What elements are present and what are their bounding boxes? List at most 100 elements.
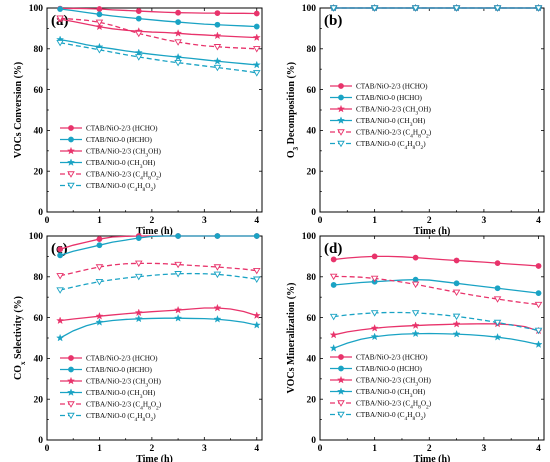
series-line <box>59 317 257 339</box>
data-point <box>370 332 379 341</box>
series-line <box>59 235 257 257</box>
data-point <box>56 287 64 294</box>
data-point <box>213 57 222 65</box>
data-point <box>57 246 64 253</box>
legend-label: CTBA/NiO-2/3 (CH3OH) <box>356 377 431 388</box>
data-point <box>411 329 420 338</box>
panel-3: 0 20 40 60 80 100 0 1 2 3 4 Time (h) COx Selectivity… <box>13 232 263 462</box>
legend-label: CTAB/NiO-0 (HCHO) <box>356 365 423 373</box>
data-point <box>134 314 143 323</box>
data-point <box>493 296 502 303</box>
x-axis-title: Time (h) <box>414 454 451 462</box>
data-point <box>493 319 502 327</box>
y-tick-label: 0 <box>38 436 43 446</box>
legend-marker <box>67 401 75 408</box>
data-point <box>493 333 502 341</box>
data-point <box>214 233 221 239</box>
series-4 <box>56 314 261 342</box>
series-line <box>59 42 257 74</box>
legend-label: CTAB/NiO-2/3 (HCHO) <box>356 354 428 362</box>
legend-marker <box>337 411 345 419</box>
series-line <box>333 332 539 349</box>
data-point <box>95 19 104 27</box>
y-tick-label: 60 <box>307 86 317 96</box>
legend-marker <box>337 140 345 148</box>
data-point <box>534 327 543 335</box>
data-point <box>412 276 419 283</box>
x-tick-label: 2 <box>427 216 432 226</box>
y-tick-label: 40 <box>307 127 317 137</box>
x-tick-label: 3 <box>482 444 487 454</box>
data-point <box>252 276 261 283</box>
legend-marker <box>67 182 75 190</box>
plot-frame <box>319 7 545 213</box>
series-6 <box>329 5 543 12</box>
series-line <box>333 275 539 306</box>
data-point <box>213 64 222 72</box>
legend-label: CTBA/NiO-2/3 (C4H8O2) <box>86 401 162 412</box>
legend-label: CTAB/NiO-0 (HCHO) <box>86 366 153 374</box>
panel-label: (d) <box>324 241 342 257</box>
data-point <box>534 5 543 12</box>
data-point <box>329 330 338 339</box>
x-tick-label: 2 <box>150 216 155 226</box>
legend-label: CTBA/NiO-0 (CH3OH) <box>356 388 426 399</box>
series-5 <box>56 260 261 280</box>
legend-label: CTBA/NiO-2/3 (C4H8O2) <box>356 129 432 140</box>
legend-marker <box>337 375 345 384</box>
x-tick-label: 1 <box>372 444 377 454</box>
legend-marker <box>338 94 344 101</box>
series-line <box>60 307 257 322</box>
x-axis-title: Time (h) <box>136 454 173 462</box>
data-point <box>95 47 104 54</box>
data-point <box>95 22 104 31</box>
y-tick-label: 100 <box>29 232 44 242</box>
y-axis-title: VOCs Mineralization (%) <box>286 283 297 394</box>
x-tick-label: 3 <box>202 444 207 454</box>
x-tick-label: 4 <box>254 216 259 226</box>
legend: CTAB/NiO-2/3 (HCHO) CTAB/NiO-0 (HCHO) CTBA… <box>330 83 432 151</box>
data-point <box>534 340 543 348</box>
legend-marker <box>337 400 345 407</box>
legend-marker <box>68 366 74 373</box>
legend-label: CTBA/NiO-0 (C4H8O2) <box>86 412 156 423</box>
data-point <box>330 282 337 288</box>
x-tick-label: 2 <box>150 444 155 454</box>
data-point <box>329 5 338 12</box>
legend-marker <box>68 355 74 361</box>
data-point <box>453 257 460 264</box>
y-tick-label: 80 <box>307 273 317 283</box>
data-point <box>535 263 542 269</box>
legend-marker <box>338 354 344 360</box>
x-tick-label: 4 <box>536 216 541 226</box>
legend-label: CTBA/NiO-0 (C4H8O2) <box>86 182 156 193</box>
data-point <box>56 316 65 325</box>
legend-label: CTBA/NiO-0 (C4H8O2) <box>356 411 426 422</box>
data-point <box>134 48 143 57</box>
data-point <box>253 10 260 17</box>
x-tick-label: 4 <box>254 444 259 454</box>
data-point <box>329 273 338 281</box>
data-point <box>213 44 222 51</box>
data-point <box>452 319 461 328</box>
y-axis-title: COx Selectivity (%) <box>13 296 27 380</box>
data-point <box>213 303 222 312</box>
legend-label: CTBA/NiO-0 (CH3OH) <box>356 117 426 128</box>
y-axis-title: O3 Decomposition (%) <box>286 62 300 158</box>
legend-marker <box>67 146 75 155</box>
data-point <box>370 324 379 332</box>
legend-marker <box>337 129 345 136</box>
series-line <box>60 8 257 28</box>
y-axis-title: VOCs Conversion (%) <box>13 62 24 158</box>
x-tick-label: 1 <box>97 444 102 454</box>
legend-marker <box>67 412 75 420</box>
legend-label: CTBA/NiO-0 (CH3OH) <box>86 389 156 400</box>
series-line <box>60 17 257 50</box>
data-point <box>252 70 261 77</box>
series-4 <box>329 329 543 352</box>
data-point <box>494 285 501 292</box>
y-tick-label: 100 <box>302 4 317 14</box>
data-point <box>134 308 143 317</box>
series-6 <box>56 271 261 294</box>
